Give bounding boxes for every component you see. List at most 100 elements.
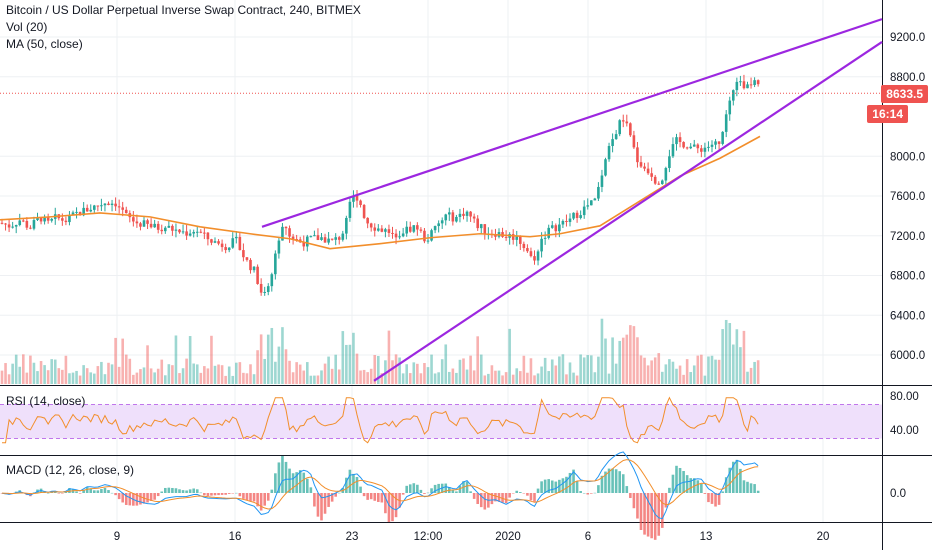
macd-histogram-bar xyxy=(689,478,692,493)
macd-histogram-bar xyxy=(249,493,252,501)
candle-body xyxy=(103,203,107,206)
candle-body xyxy=(107,203,110,206)
price-axis-tick: 8000.0 xyxy=(890,151,925,163)
macd-histogram-bar xyxy=(568,472,572,493)
volume-bar xyxy=(153,372,156,384)
macd-histogram-bar xyxy=(756,490,760,493)
candle-body xyxy=(753,80,756,86)
macd-histogram-bar xyxy=(739,468,742,493)
price-axis-tick: 8800.0 xyxy=(890,72,925,84)
candle-body xyxy=(366,217,369,224)
volume-bar xyxy=(707,356,710,384)
candle-body xyxy=(174,229,178,231)
macd-histogram-bar xyxy=(160,491,164,493)
candle-body xyxy=(408,226,412,232)
volume-bar xyxy=(277,346,281,384)
macd-histogram-bar xyxy=(153,493,156,500)
candle-body xyxy=(29,227,32,229)
macd-histogram-bar xyxy=(451,489,455,493)
ma-legend[interactable]: MA (50, close) xyxy=(6,37,83,51)
macd-histogram-bar xyxy=(749,483,753,493)
volume-bar xyxy=(352,332,355,384)
macd-histogram-bar xyxy=(423,493,426,494)
macd-histogram-bar xyxy=(614,469,618,493)
macd-histogram-bar xyxy=(511,493,515,494)
volume-bar xyxy=(345,344,348,384)
candle-body xyxy=(590,200,593,206)
candle-body xyxy=(270,274,274,287)
candle-body xyxy=(380,228,384,232)
macd-legend[interactable]: MACD (12, 26, close, 9) xyxy=(6,463,135,477)
time-axis-tick: 2020 xyxy=(495,531,521,543)
volume-bar xyxy=(373,355,377,384)
candle-body xyxy=(323,237,327,243)
volume-bar xyxy=(323,363,327,384)
volume-bar xyxy=(572,372,575,384)
volume-bar xyxy=(309,375,313,384)
volume-bar xyxy=(366,372,369,384)
symbol-legend[interactable]: Bitcoin / US Dollar Perpetual Inverse Sw… xyxy=(6,3,361,17)
candle-body xyxy=(597,186,600,199)
volume-bar xyxy=(508,328,511,384)
macd-histogram-bar xyxy=(217,493,220,496)
volume-bar xyxy=(465,369,469,384)
candle-body xyxy=(164,227,167,232)
candle-body xyxy=(653,176,657,184)
candle-body xyxy=(39,217,43,222)
rsi-legend[interactable]: RSI (14, close) xyxy=(6,394,86,408)
candle-body xyxy=(114,203,117,207)
volume-bar xyxy=(295,362,298,384)
candle-body xyxy=(391,232,394,234)
macd-histogram-bar xyxy=(313,493,316,507)
candle-body xyxy=(256,266,259,284)
volume-bar xyxy=(437,372,440,384)
macd-histogram-bar xyxy=(61,493,64,494)
volume-bar xyxy=(419,373,423,384)
volume-bar xyxy=(739,347,742,384)
candle-body xyxy=(32,220,36,229)
candle-body xyxy=(345,217,348,234)
price-axis-tick: 6400.0 xyxy=(890,310,925,322)
volume-bar xyxy=(100,361,103,384)
candle-body xyxy=(586,205,590,207)
macd-histogram-bar xyxy=(515,490,519,493)
macd-histogram-bar xyxy=(387,493,391,523)
volume-bar xyxy=(53,359,57,384)
candle-body xyxy=(121,207,124,210)
macd-histogram-bar xyxy=(714,493,717,507)
candle-body xyxy=(646,168,650,174)
macd-histogram-bar xyxy=(597,485,600,493)
candle-body xyxy=(568,218,572,222)
volume-bar xyxy=(192,363,195,384)
volume-bar xyxy=(220,365,224,384)
macd-histogram-bar xyxy=(231,493,235,494)
macd-histogram-bar xyxy=(75,491,78,493)
time-axis-tick: 16 xyxy=(229,531,242,543)
volume-bar xyxy=(46,370,50,384)
macd-histogram-bar xyxy=(586,493,590,495)
macd-histogram-bar xyxy=(85,487,89,493)
candle-body xyxy=(401,233,405,237)
volume-bar xyxy=(735,329,739,384)
volume-bar xyxy=(629,325,632,384)
macd-histogram-bar xyxy=(661,493,664,528)
candle-body xyxy=(50,218,53,221)
candle-body xyxy=(224,247,227,251)
macd-histogram-bar xyxy=(391,493,394,522)
volume-bar xyxy=(703,375,707,384)
volume-bar xyxy=(238,362,242,384)
candle-body xyxy=(71,212,75,216)
candle-body xyxy=(337,237,341,240)
volume-bar xyxy=(522,355,526,384)
volume-bar xyxy=(664,364,668,384)
macd-histogram-bar xyxy=(607,468,611,493)
volume-bar xyxy=(476,336,479,384)
volume-bar xyxy=(639,355,643,384)
candle-body xyxy=(377,228,380,231)
volume-bar xyxy=(0,370,4,384)
candle-body xyxy=(611,139,614,147)
macd-histogram-bar xyxy=(575,481,579,493)
volume-legend[interactable]: Vol (20) xyxy=(6,20,48,34)
volume-bar xyxy=(469,355,472,384)
